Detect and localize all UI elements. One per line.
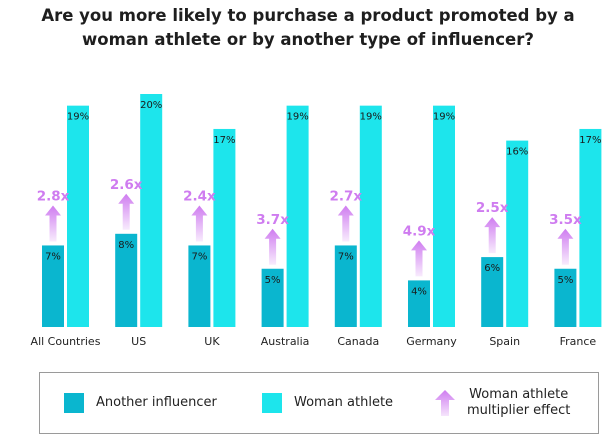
data-label-another-influencer-all-countries: 7% — [45, 251, 61, 262]
data-label-woman-athlete-germany: 19% — [433, 112, 455, 123]
legend-item-multiplier: Woman athlete multiplier effect — [435, 373, 570, 432]
bar-another-influencer-germany — [408, 280, 430, 327]
legend-item-another-influencer: Another influencer — [64, 373, 217, 432]
bar-woman-athlete-germany — [433, 105, 455, 328]
bar-woman-athlete-us — [140, 94, 163, 327]
multiplier-arrow-france — [557, 228, 574, 265]
legend: Another influencer Woman athlete Woman a… — [39, 372, 599, 434]
multiplier-label-france: 3.5x — [549, 212, 582, 228]
multiplier-label-australia: 3.7x — [256, 212, 289, 228]
bar-woman-athlete-spain — [506, 140, 529, 327]
data-label-another-influencer-germany: 4% — [411, 286, 427, 297]
bar-another-influencer-france — [554, 268, 577, 327]
category-label-us: US — [131, 335, 146, 348]
multiplier-arrow-spain — [484, 217, 501, 254]
bar-woman-athlete-canada — [359, 105, 382, 328]
legend-item-woman-athlete: Woman athlete — [262, 373, 393, 432]
data-label-another-influencer-uk: 7% — [191, 251, 207, 262]
chart-title-line-2: woman athlete or by another type of infl… — [82, 30, 534, 49]
multiplier-arrow-canada — [337, 205, 354, 242]
legend-label-another-influencer: Another influencer — [96, 394, 217, 410]
bar-woman-athlete-uk — [213, 128, 236, 327]
bar-another-influencer-all-countries — [42, 245, 64, 327]
data-label-woman-athlete-all-countries: 19% — [67, 112, 89, 123]
data-label-woman-athlete-spain: 16% — [506, 147, 528, 158]
multiplier-arrow-all-countries — [45, 205, 61, 242]
data-label-woman-athlete-australia: 19% — [286, 112, 308, 123]
bar-woman-athlete-france — [579, 128, 602, 327]
multiplier-arrow-australia — [264, 228, 281, 265]
multiplier-arrow-germany — [411, 240, 427, 277]
category-label-all-countries: All Countries — [31, 335, 101, 348]
category-label-australia: Australia — [261, 335, 310, 348]
bar-another-influencer-us — [115, 233, 138, 327]
bar-chart: 7% 19% 2.8x All Countries 8% 20% 2.6x US 7% 17% 2.… — [31, 94, 602, 348]
data-label-woman-athlete-us: 20% — [140, 100, 162, 111]
multiplier-label-spain: 2.5x — [476, 200, 509, 216]
data-label-woman-athlete-france: 17% — [579, 135, 601, 146]
bar-another-influencer-uk — [188, 245, 211, 327]
multiplier-label-all-countries: 2.8x — [37, 188, 70, 204]
up-arrow-icon — [435, 389, 455, 416]
category-label-germany: Germany — [406, 335, 457, 348]
bar-another-influencer-spain — [481, 257, 504, 327]
data-label-woman-athlete-canada: 19% — [360, 112, 382, 123]
data-label-another-influencer-spain: 6% — [484, 263, 500, 274]
bar-woman-athlete-australia — [286, 105, 309, 328]
data-label-another-influencer-us: 8% — [118, 240, 134, 251]
bar-another-influencer-australia — [261, 268, 284, 327]
multiplier-arrow-us — [118, 193, 135, 230]
multiplier-label-germany: 4.9x — [403, 223, 436, 239]
multiplier-label-canada: 2.7x — [329, 188, 362, 204]
data-label-another-influencer-canada: 7% — [338, 251, 354, 262]
legend-swatch-woman-athlete — [262, 392, 282, 413]
category-label-spain: Spain — [489, 335, 520, 348]
multiplier-arrow-uk — [191, 205, 208, 242]
legend-swatch-another-influencer — [64, 392, 84, 413]
category-label-france: France — [560, 335, 597, 348]
legend-label-multiplier: Woman athlete multiplier effect — [467, 386, 571, 418]
chart-title: Are you more likely to purchase a produc… — [0, 4, 616, 52]
data-label-woman-athlete-uk: 17% — [213, 135, 235, 146]
data-label-another-influencer-france: 5% — [557, 275, 573, 286]
legend-label-woman-athlete: Woman athlete — [294, 394, 394, 410]
category-label-uk: UK — [204, 335, 220, 348]
multiplier-label-uk: 2.4x — [183, 188, 216, 204]
bar-another-influencer-canada — [334, 245, 357, 327]
multiplier-label-us: 2.6x — [110, 177, 143, 193]
chart-title-line-1: Are you more likely to purchase a produc… — [41, 6, 575, 25]
bar-woman-athlete-all-countries — [67, 105, 89, 328]
data-label-another-influencer-australia: 5% — [265, 275, 281, 286]
category-label-canada: Canada — [337, 335, 379, 348]
